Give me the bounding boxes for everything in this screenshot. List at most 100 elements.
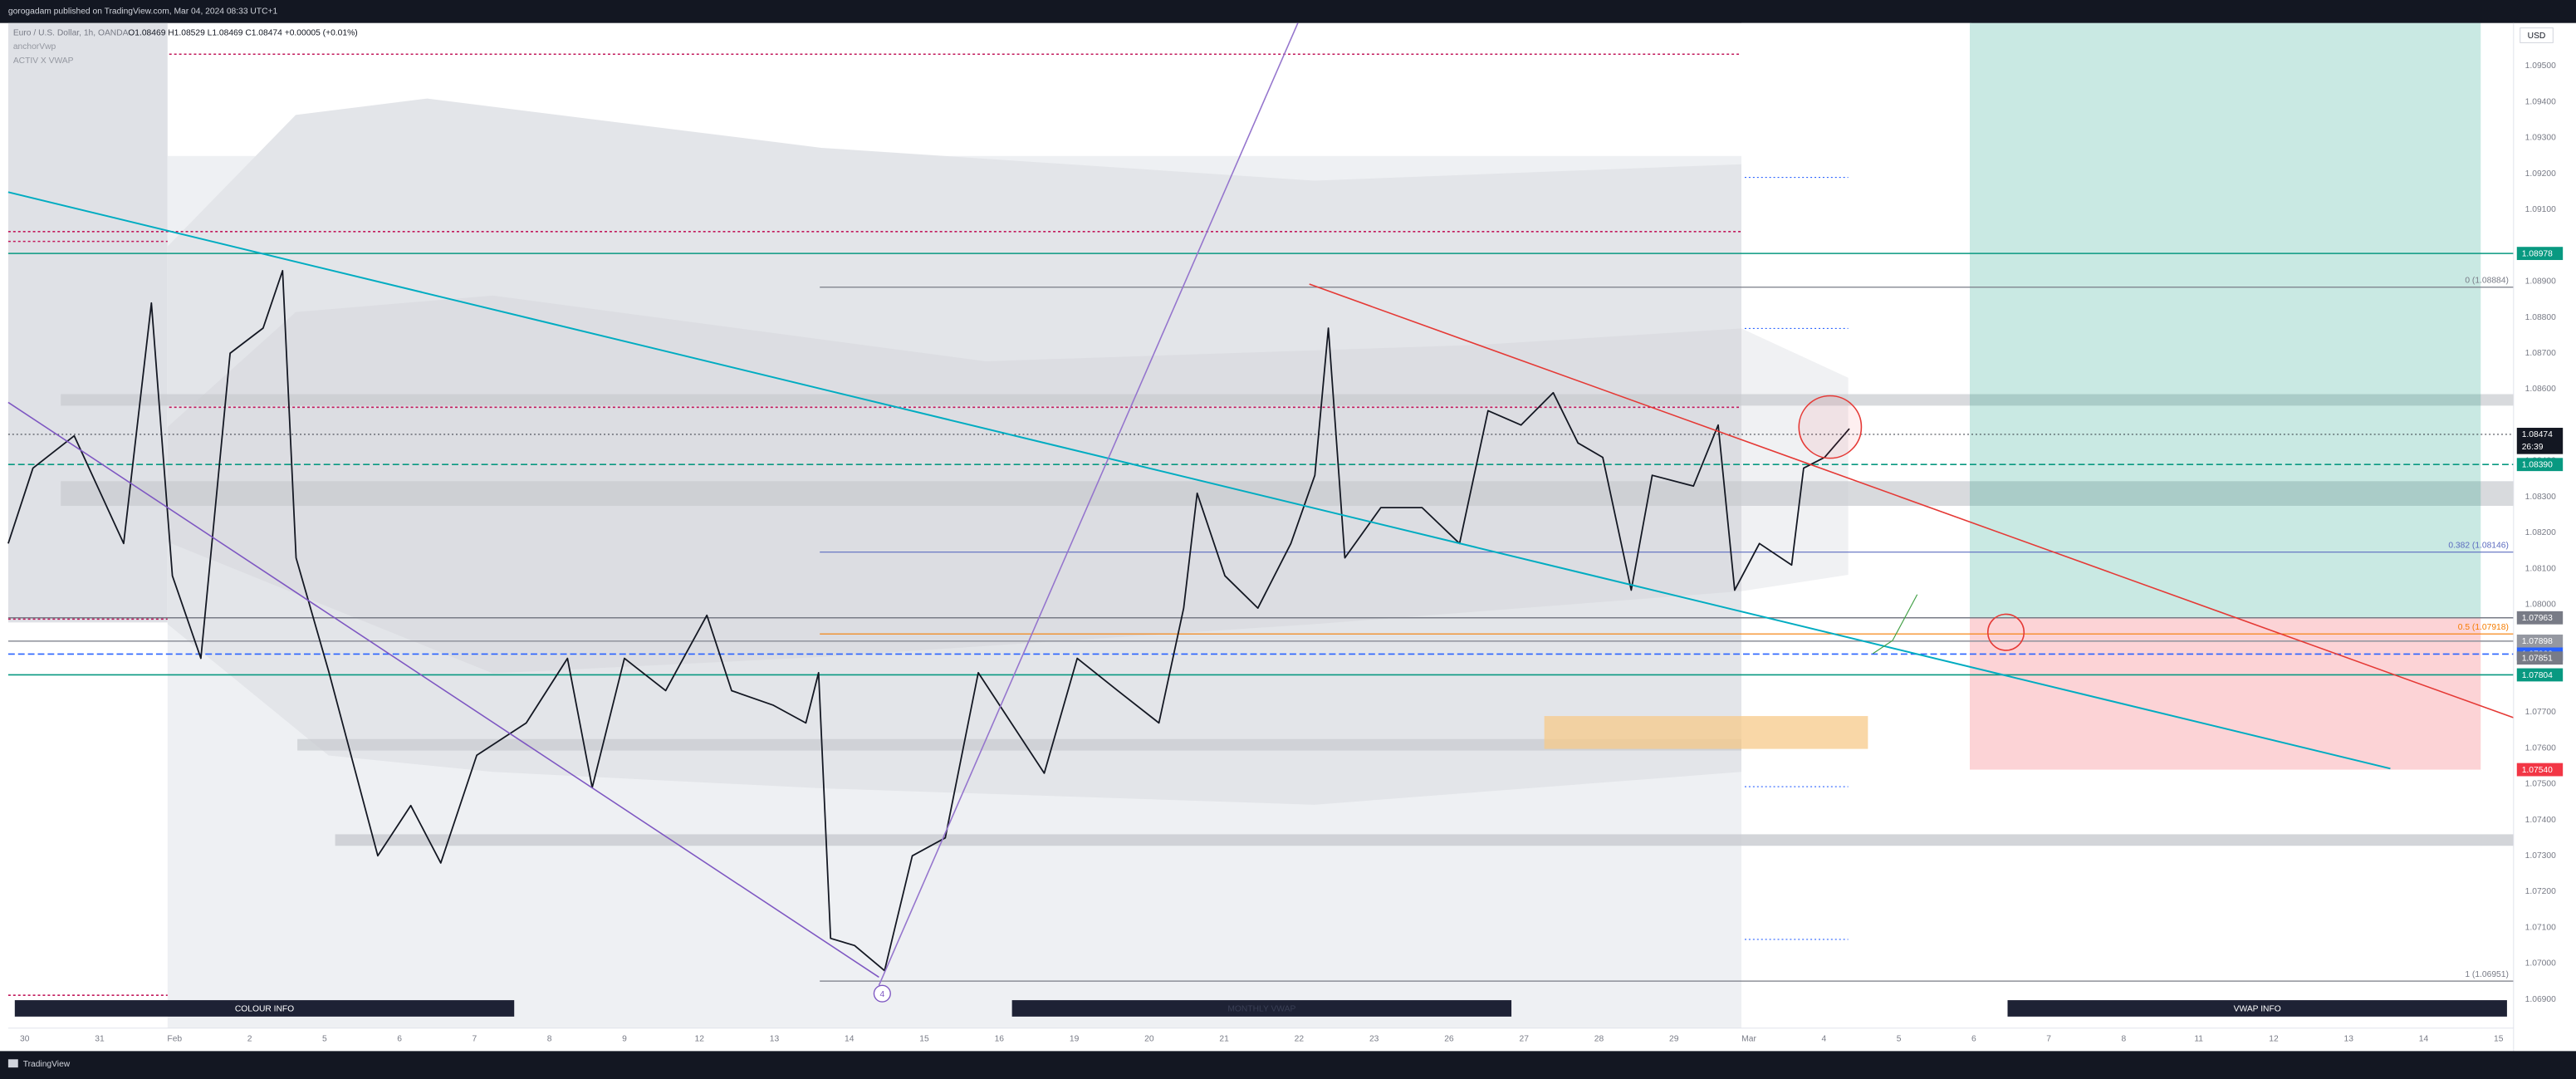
footer-bar	[0, 1051, 2576, 1079]
indicator: ACTIV X VWAP	[13, 56, 74, 66]
x-tick-label: 16	[995, 1034, 1005, 1043]
key-levels	[7, 53, 1742, 996]
x-tick-label: 5	[1897, 1034, 1902, 1043]
currency-button[interactable]	[2520, 27, 2554, 43]
countdown: 26:39	[2522, 443, 2544, 452]
header-bar	[0, 0, 2576, 23]
info-box-label: COLOUR INFO	[235, 1005, 294, 1014]
y-tick-label: 1.08200	[2525, 528, 2556, 537]
y-tick-label: 1.08300	[2525, 493, 2556, 502]
stop-zone	[1970, 617, 2481, 770]
x-tick-label: 15	[2494, 1034, 2504, 1043]
x-tick-label: 8	[547, 1034, 552, 1043]
future-area	[1741, 22, 1971, 1028]
y-tick-label: 1.09500	[2525, 61, 2556, 71]
highlight-circle	[1986, 613, 2025, 651]
x-tick-label: 6	[1971, 1034, 1976, 1043]
price-tag-label: 1.08978	[2522, 249, 2553, 258]
y-tick-label: 1.07300	[2525, 851, 2556, 861]
info-box-label: MONTHLY VWAP	[1227, 1005, 1295, 1014]
fib-label: 0.382 (1.08146)	[2448, 541, 2509, 550]
highlight-circle	[1798, 395, 1863, 459]
x-tick-label: 12	[2269, 1034, 2279, 1043]
zone	[61, 394, 2514, 406]
fib-label: 0.5 (1.07918)	[2458, 623, 2509, 632]
publisher: gorogadam published on TradingView.com, …	[8, 7, 278, 17]
x-tick-label: 14	[2419, 1034, 2429, 1043]
price-tag	[2516, 611, 2564, 625]
y-tick-label: 1.07100	[2525, 923, 2556, 932]
order-block	[1544, 716, 1868, 749]
x-tick-label: 9	[622, 1034, 627, 1043]
x-tick-label: 7	[473, 1034, 477, 1043]
x-tick-label: 22	[1295, 1034, 1305, 1043]
price-tag	[2516, 634, 2564, 648]
price-tag-label: 1.08474	[2522, 430, 2553, 439]
session-shade	[7, 22, 168, 623]
x-tick-label: 30	[20, 1034, 30, 1043]
brand-logo	[7, 1059, 18, 1068]
x-tick-label: 7	[2046, 1034, 2051, 1043]
y-tick-label: 1.08600	[2525, 385, 2556, 394]
price-tag	[2516, 247, 2564, 261]
x-tick-label: 26	[1444, 1034, 1454, 1043]
x-tick-label: 20	[1144, 1034, 1154, 1043]
y-tick-label: 1.08700	[2525, 349, 2556, 358]
x-tick-label: 14	[845, 1034, 855, 1043]
info-box	[1011, 1000, 1512, 1017]
y-tick-label: 1.08100	[2525, 564, 2556, 573]
y-tick-label: 1.09400	[2525, 97, 2556, 106]
info-box	[14, 1000, 515, 1017]
brand: TradingView	[23, 1060, 71, 1069]
y-tick-label: 1.08900	[2525, 277, 2556, 287]
trend-line	[1309, 283, 2515, 719]
x-tick-label: Feb	[167, 1034, 182, 1043]
price-tag	[2516, 651, 2564, 665]
price-tag-label: 1.07804	[2522, 671, 2553, 680]
price-tag	[2516, 763, 2564, 777]
y-tick-label: 1.07700	[2525, 708, 2556, 717]
x-tick-label: Mar	[1741, 1034, 1756, 1043]
x-tick-label: 29	[1669, 1034, 1679, 1043]
price-tag	[2516, 668, 2564, 682]
x-tick-label: 6	[397, 1034, 402, 1043]
y-tick-label: 1.09100	[2525, 205, 2556, 214]
y-tick-label: 1.07200	[2525, 887, 2556, 896]
price-tag	[2516, 458, 2564, 472]
x-tick-label: 4	[1821, 1034, 1826, 1043]
x-tick-label: 21	[1219, 1034, 1229, 1043]
price-tag-label: 1.08390	[2522, 461, 2553, 470]
symbol-title: Euro / U.S. Dollar, 1h, OANDA	[13, 28, 129, 37]
wave-label: 4	[879, 990, 884, 999]
y-tick-label: 1.09200	[2525, 169, 2556, 179]
y-tick-label: 1.09300	[2525, 134, 2556, 143]
info-box-label: VWAP INFO	[2234, 1005, 2281, 1014]
x-tick-label: 28	[1594, 1034, 1604, 1043]
zone	[335, 834, 2514, 846]
currency: USD	[2528, 32, 2546, 41]
y-tick-label: 1.07600	[2525, 743, 2556, 753]
zone	[297, 738, 1742, 751]
x-tick-label: 23	[1369, 1034, 1379, 1043]
x-tick-label: 5	[322, 1034, 327, 1043]
price-tag-label: 1.07540	[2522, 766, 2553, 775]
ohlc: O1.08469 H1.08529 L1.08469 C1.08474 +0.0…	[128, 28, 357, 37]
x-tick-label: 8	[2122, 1034, 2127, 1043]
x-tick-label: 13	[770, 1034, 780, 1043]
y-tick-label: 1.08000	[2525, 600, 2556, 609]
price-tag-label: 1.07963	[2522, 614, 2553, 623]
x-tick-label: 31	[95, 1034, 105, 1043]
price-line	[7, 269, 1850, 972]
wave-circle	[873, 984, 891, 1003]
y-tick-label: 1.08800	[2525, 313, 2556, 322]
y-tick-label: 1.07500	[2525, 780, 2556, 789]
x-tick-label: 15	[919, 1034, 929, 1043]
projections	[1744, 176, 1849, 940]
price-tag-label: 1.07898	[2522, 637, 2553, 646]
fib-label: 0 (1.08884)	[2465, 277, 2509, 286]
y-tick-label: 1.06900	[2525, 995, 2556, 1004]
trend-line	[7, 191, 2391, 770]
indicator: anchorVwp	[13, 42, 56, 51]
trend-line	[878, 22, 1299, 986]
